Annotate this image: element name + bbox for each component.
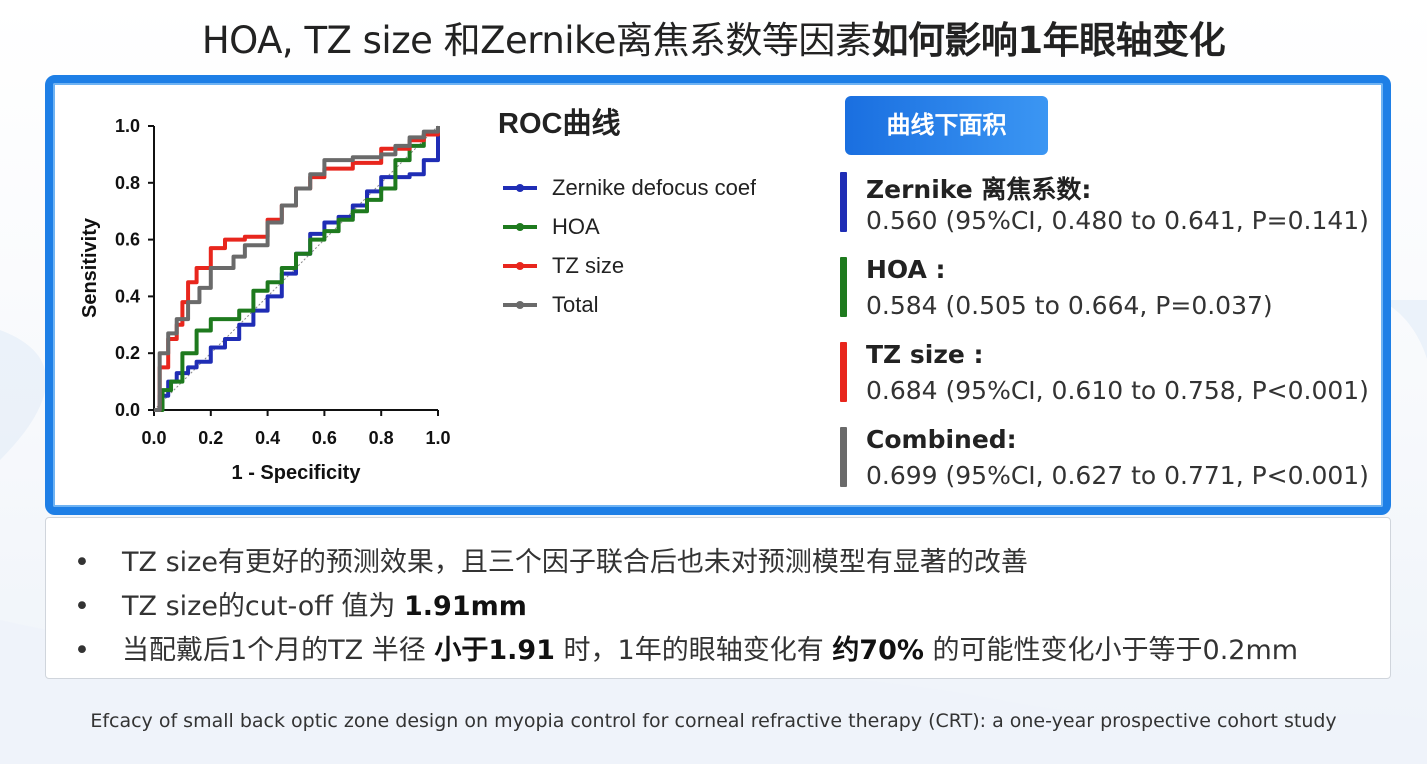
note-2-bold: 1.91mm xyxy=(404,591,527,622)
y-tick-label: 0.6 xyxy=(115,230,140,250)
roc-chart: 0.00.0 0.2 0.2 0.4 0.4 0.6 0.6 0.8 0.8 1.0 1.0 1 - … xyxy=(79,116,451,484)
auc-name: HOA : xyxy=(866,255,946,284)
auc-tab: 曲线下面积 xyxy=(845,96,1048,155)
x-tick-label: 0.4 xyxy=(255,428,280,448)
legend-label: HOA xyxy=(552,213,600,239)
note-1: • TZ size有更好的预测效果，且三个因子联合后也未对预测模型有显著的改善 xyxy=(74,540,1028,579)
citation-footer: Efcacy of small back optic zone design o… xyxy=(90,710,1337,732)
note-3-bold-a: 小于1.91 xyxy=(434,635,555,666)
auc-item: HOA : 0.584 (0.505 to 0.664, P=0.037) xyxy=(840,255,1340,340)
x-tick-label: 0.8 xyxy=(369,428,394,448)
auc-value: 0.584 (0.505 to 0.664, P=0.037) xyxy=(866,291,1273,320)
auc-color-bar xyxy=(840,172,847,232)
y-tick-label: 0.8 xyxy=(115,173,140,193)
note-3-text-b: 时，1年的眼轴变化有 xyxy=(554,635,833,666)
note-3-text-c: 的可能性变化小于等于0.2mm xyxy=(923,635,1299,666)
note-1-text: TZ size有更好的预测效果，且三个因子联合后也未对预测模型有显著的改善 xyxy=(122,547,1028,578)
auc-item: Zernike 离焦系数: 0.560 (95%CI, 0.480 to 0.64… xyxy=(840,170,1369,255)
legend-swatch xyxy=(503,261,537,270)
note-3-text-a: 当配戴后1个月的TZ 半径 xyxy=(122,635,435,666)
auc-list: Zernike 离焦系数: 0.560 (95%CI, 0.480 to 0.64… xyxy=(840,170,1369,510)
bullet: • xyxy=(74,635,90,666)
legend-swatch xyxy=(503,222,537,231)
legend-label: Zernike defocus coef xyxy=(552,174,757,200)
auc-value: 0.560 (95%CI, 0.480 to 0.641, P=0.141) xyxy=(866,206,1369,235)
roc-line-total xyxy=(154,126,440,412)
note-3: • 当配戴后1个月的TZ 半径 小于1.91 时，1年的眼轴变化有 约70% 的可… xyxy=(74,628,1298,667)
auc-name: Combined: xyxy=(866,425,1017,454)
y-tick-label: 0.0 xyxy=(115,400,140,420)
note-2-text: TZ size的cut-off 值为 xyxy=(122,591,404,622)
legend-label: TZ size xyxy=(552,252,625,278)
x-tick-label: 1.0 xyxy=(425,428,450,448)
legend-item: Total xyxy=(503,285,756,324)
x-tick-label: 0.0 xyxy=(141,428,166,448)
auc-item: Combined: 0.699 (95%CI, 0.627 to 0.771, P… xyxy=(840,425,1369,510)
roc-line-hoa xyxy=(154,126,440,412)
legend-swatch xyxy=(503,183,537,192)
note-3-bold-b: 约70% xyxy=(832,635,924,666)
legend-item: HOA xyxy=(503,207,756,246)
auc-name: Zernike 离焦系数: xyxy=(866,175,1092,204)
x-tick-label: 0.2 xyxy=(198,428,223,448)
bullet: • xyxy=(74,547,90,578)
roc-line-zernike-defocus-coef xyxy=(154,126,440,412)
x-tick-label: 0.6 xyxy=(312,428,337,448)
y-tick-label: 0.4 xyxy=(115,286,140,306)
auc-item: TZ size : 0.684 (95%CI, 0.610 to 0.758, P… xyxy=(840,340,1369,425)
legend-item: Zernike defocus coef xyxy=(503,168,756,207)
legend-label: Total xyxy=(552,291,599,317)
legend-swatch xyxy=(503,300,537,309)
auc-color-bar xyxy=(840,257,847,317)
auc-name: TZ size : xyxy=(866,340,984,369)
auc-value: 0.684 (95%CI, 0.610 to 0.758, P<0.001) xyxy=(866,376,1369,405)
x-axis-label: 1 - Specificity xyxy=(232,462,362,484)
y-tick-label: 1.0 xyxy=(115,116,140,136)
chart-title: ROC曲线 xyxy=(498,108,621,140)
chart-legend: Zernike defocus coef HOA TZ size Total xyxy=(503,168,756,324)
notes-box: • TZ size有更好的预测效果，且三个因子联合后也未对预测模型有显著的改善 •… xyxy=(45,517,1391,679)
y-tick-label: 0.2 xyxy=(115,343,140,363)
auc-value: 0.699 (95%CI, 0.627 to 0.771, P<0.001) xyxy=(866,461,1369,490)
page-title: HOA, TZ size 和Zernike离焦系数等因素如何影响1年眼轴变化 xyxy=(201,19,1226,62)
legend-item: TZ size xyxy=(503,246,756,285)
bullet: • xyxy=(74,591,90,622)
auc-color-bar xyxy=(840,342,847,402)
note-2: • TZ size的cut-off 值为 1.91mm xyxy=(74,584,527,623)
auc-color-bar xyxy=(840,427,847,487)
y-axis-label: Sensitivity xyxy=(79,217,101,318)
